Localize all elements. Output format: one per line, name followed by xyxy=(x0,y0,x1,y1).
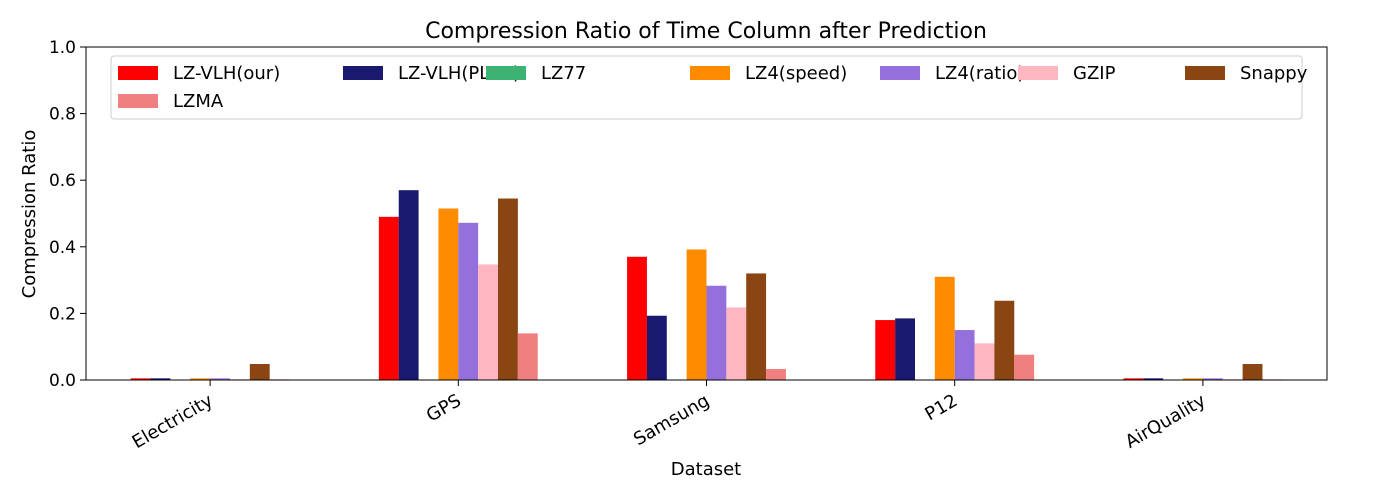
chart-title: Compression Ratio of Time Column after P… xyxy=(425,19,987,44)
bar-snappy-p12 xyxy=(994,300,1015,380)
bar-lz-vlh-plus--p12 xyxy=(895,318,915,380)
bar-lz-vlh-our--p12 xyxy=(875,320,896,380)
y-tick-label: 0.2 xyxy=(49,304,76,324)
y-tick-label: 0.0 xyxy=(49,371,76,391)
bar-lzma-samsung xyxy=(766,369,786,380)
bar-lz4-ratio--electricity xyxy=(210,378,230,380)
legend-swatch-gzip xyxy=(1018,66,1058,80)
bar-lz4-speed--gps xyxy=(438,208,459,380)
bar-lz4-speed--samsung xyxy=(686,249,707,380)
x-tick-label-gps: GPS xyxy=(423,390,465,426)
legend-label-gzip: GZIP xyxy=(1073,63,1116,84)
bar-lz-vlh-plus--electricity xyxy=(150,378,171,380)
y-tick-label: 0.6 xyxy=(49,171,76,191)
legend-swatch-lz77 xyxy=(486,66,526,80)
legend-label-lzma: LZMA xyxy=(173,91,224,112)
bar-lz-vlh-our--electricity xyxy=(130,378,151,380)
legend-swatch-snappy xyxy=(1185,66,1225,80)
bar-lz4-speed--p12 xyxy=(934,276,955,380)
bar-lzma-gps xyxy=(517,333,538,380)
legend-swatch-lz-vlh-plus- xyxy=(343,66,383,80)
y-axis-label: Compression Ratio xyxy=(19,130,40,299)
bar-snappy-samsung xyxy=(746,273,767,380)
x-axis-label: Dataset xyxy=(671,459,742,480)
legend-swatch-lz4-ratio- xyxy=(880,66,920,80)
bar-lz4-ratio--gps xyxy=(458,222,479,380)
x-tick-label-p12: P12 xyxy=(921,390,961,425)
bar-lz4-speed--electricity xyxy=(190,378,211,380)
bar-snappy-airquality xyxy=(1242,364,1263,380)
bar-lz-vlh-our--gps xyxy=(378,216,399,380)
plot-area: 0.0 0.2 0.4 0.6 0.8 1.0 Electricity GPS Samsung P… xyxy=(49,38,1328,453)
legend-label-lz4-ratio-: LZ4(ratio) xyxy=(935,63,1024,84)
bar-lz-vlh-our--airquality xyxy=(1123,378,1144,380)
bar-lz4-ratio--airquality xyxy=(1202,378,1223,380)
legend: LZ-VLH(our) LZ-VLH(PLUS) LZ77 LZ4(speed) LZ4… xyxy=(110,55,1308,120)
legend-label-snappy: Snappy xyxy=(1240,63,1308,84)
legend-swatch-lz-vlh-our- xyxy=(118,66,158,80)
legend-label-lz77: LZ77 xyxy=(541,63,586,84)
bar-lz4-ratio--samsung xyxy=(706,285,727,380)
x-tick-label-samsung: Samsung xyxy=(630,390,713,450)
legend-label-lz4-speed-: LZ4(speed) xyxy=(745,63,847,84)
x-tick-label-airquality: AirQuality xyxy=(1122,390,1210,453)
bar-snappy-gps xyxy=(498,198,518,380)
legend-frame xyxy=(110,55,1303,120)
y-tick-label: 0.4 xyxy=(49,238,76,258)
bar-lz4-speed--airquality xyxy=(1183,378,1203,380)
bar-lz-vlh-plus--gps xyxy=(398,190,419,380)
bar-snappy-electricity xyxy=(249,364,270,380)
bar-lz-vlh-plus--samsung xyxy=(646,315,667,380)
y-tick-label: 0.8 xyxy=(49,105,76,125)
bar-gzip-samsung xyxy=(726,307,747,380)
x-tick-label-electricity: Electricity xyxy=(129,390,217,453)
bar-lz4-ratio--p12 xyxy=(954,330,975,380)
bar-lzma-p12 xyxy=(1014,354,1035,380)
legend-swatch-lz4-speed- xyxy=(690,66,730,80)
bar-lz-vlh-plus--airquality xyxy=(1143,378,1164,380)
y-tick-label: 1.0 xyxy=(49,38,76,58)
bar-gzip-p12 xyxy=(974,343,995,380)
bar-lz-vlh-our--samsung xyxy=(627,256,647,380)
legend-label-lz-vlh-our-: LZ-VLH(our) xyxy=(173,63,280,84)
bar-gzip-gps xyxy=(478,264,499,380)
legend-swatch-lzma xyxy=(118,94,158,108)
